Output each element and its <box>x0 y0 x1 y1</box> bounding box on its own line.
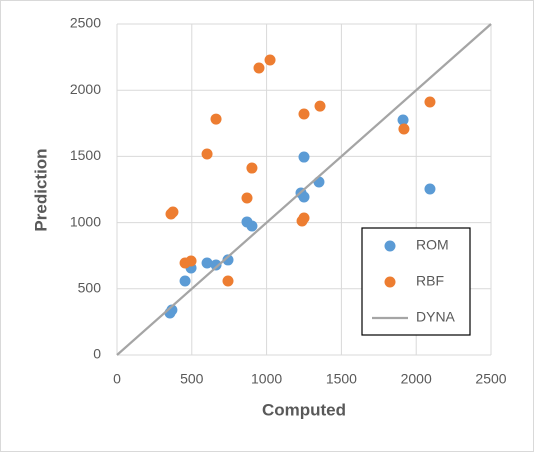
x-tick-label: 1500 <box>326 371 357 387</box>
point <box>424 96 436 108</box>
y-tick-label: 0 <box>93 346 101 362</box>
point <box>398 123 410 135</box>
point <box>167 206 179 218</box>
point <box>298 151 310 163</box>
point <box>222 254 234 266</box>
point <box>210 113 222 125</box>
y-tick-label: 500 <box>78 280 102 296</box>
y-tick-label: 2000 <box>70 81 101 97</box>
point <box>298 191 310 203</box>
point <box>246 162 258 174</box>
x-tick-label: 0 <box>113 371 121 387</box>
x-tick-label: 2000 <box>401 371 432 387</box>
point <box>241 192 253 204</box>
point <box>298 108 310 120</box>
legend-label: ROM <box>416 237 449 253</box>
point <box>298 212 310 224</box>
point <box>201 257 213 269</box>
point <box>185 255 197 267</box>
x-tick-label: 500 <box>180 371 204 387</box>
point <box>201 148 213 160</box>
legend-label: RBF <box>416 273 444 289</box>
x-tick-label: 1000 <box>251 371 282 387</box>
point <box>179 275 191 287</box>
y-axis-title: Prediction <box>31 148 50 231</box>
point <box>253 62 265 74</box>
point <box>313 176 325 188</box>
point <box>246 220 258 232</box>
point <box>397 114 409 126</box>
x-axis-title: Computed <box>262 400 346 419</box>
line <box>116 23 492 356</box>
point <box>210 259 222 271</box>
point <box>424 183 436 195</box>
y-tick-label: 1000 <box>70 213 101 229</box>
point <box>222 275 234 287</box>
y-tick-label: 2500 <box>70 15 101 31</box>
point <box>264 54 276 66</box>
x-tick-label: 2500 <box>475 371 506 387</box>
legend-swatch <box>384 276 396 288</box>
point <box>314 100 326 112</box>
legend-swatch <box>384 240 396 252</box>
legend-label: DYNA <box>416 309 456 325</box>
y-tick-label: 1500 <box>70 147 101 163</box>
